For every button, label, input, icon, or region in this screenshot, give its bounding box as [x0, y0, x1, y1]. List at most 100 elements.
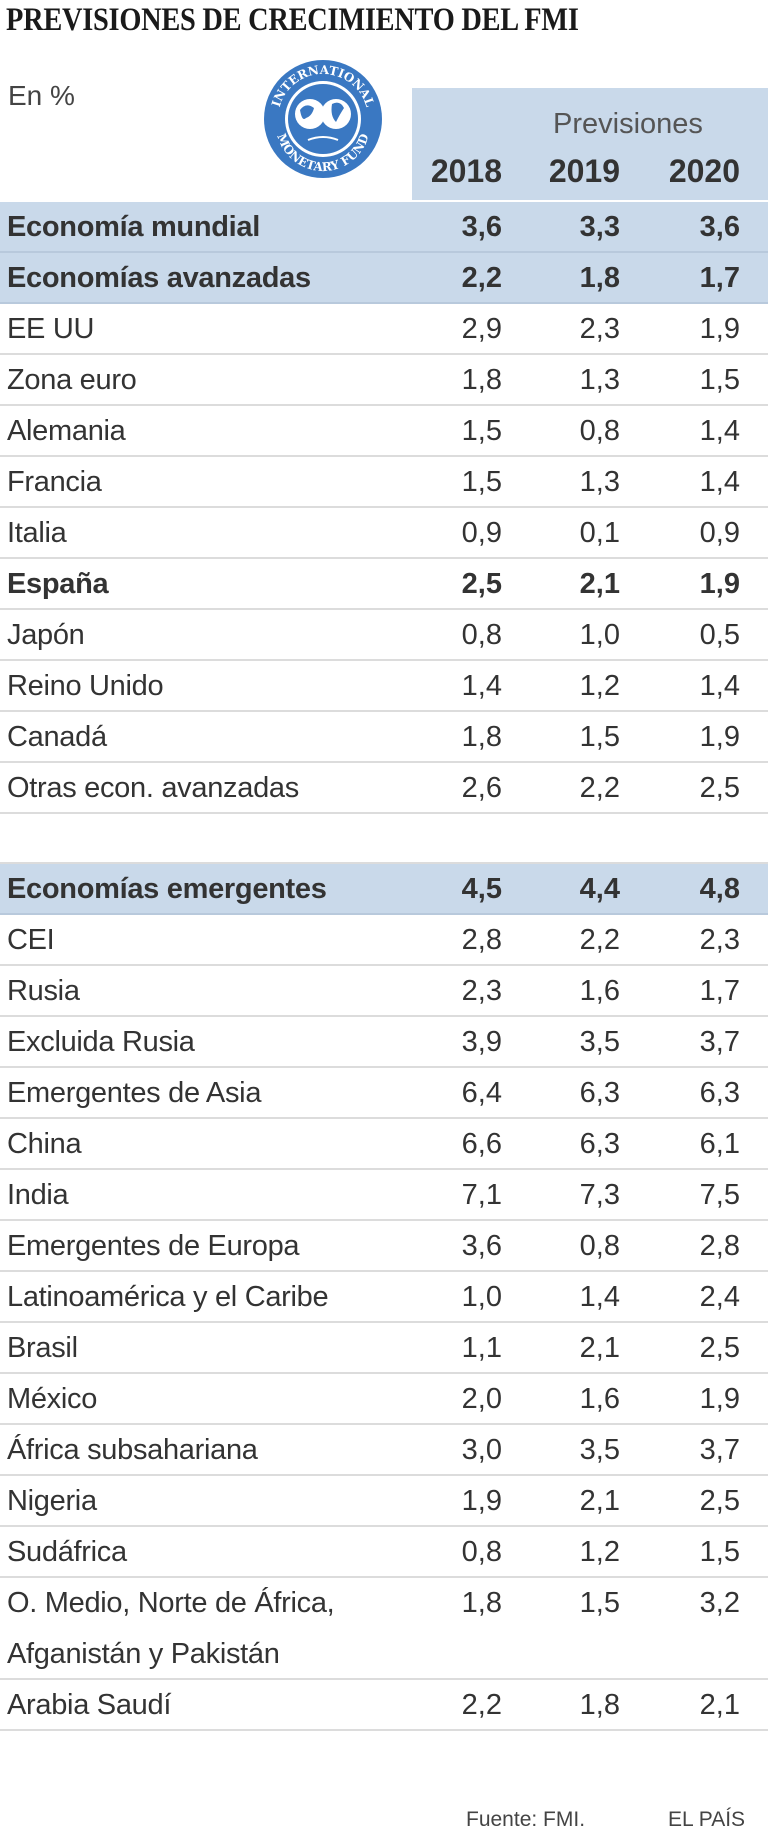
cell-value-2020: 1,9 — [699, 568, 740, 600]
row-label: Economía mundial — [7, 211, 261, 243]
cell-value-2019: 2,2 — [579, 772, 620, 804]
table-row: Sudáfrica 0,8 1,2 1,5 — [0, 1527, 768, 1578]
table-row: España 2,5 2,1 1,9 — [0, 559, 768, 610]
table-row: Japón 0,8 1,0 0,5 — [0, 610, 768, 661]
table-row: Alemania 1,5 0,8 1,4 — [0, 406, 768, 457]
cell-value-2019: 6,3 — [579, 1077, 620, 1109]
cell-value-2019: 1,3 — [579, 364, 620, 396]
header-band — [412, 88, 768, 200]
row-label: Excluida Rusia — [7, 1026, 195, 1058]
cell-value-2019: 1,6 — [579, 975, 620, 1007]
table-row: CEI 2,8 2,2 2,3 — [0, 915, 768, 966]
unit-label: En % — [8, 80, 75, 111]
cell-value-2020: 0,9 — [699, 517, 740, 549]
table-row: EE UU 2,9 2,3 1,9 — [0, 304, 768, 355]
cell-value-2018: 0,8 — [461, 1536, 502, 1568]
row-label: Latinoamérica y el Caribe — [7, 1281, 329, 1313]
cell-value-2019: 1,8 — [579, 262, 620, 294]
cell-value-2020: 2,1 — [699, 1689, 740, 1721]
column-header-2018: 2018 — [430, 153, 502, 189]
table-row: Excluida Rusia 3,9 3,5 3,7 — [0, 1017, 768, 1068]
cell-value-2020: 2,5 — [699, 772, 740, 804]
cell-value-2018: 7,1 — [461, 1179, 502, 1211]
row-label: O. Medio, Norte de África, Afganistán y … — [7, 1587, 335, 1670]
cell-value-2019: 1,0 — [579, 619, 620, 651]
row-label: Canadá — [7, 721, 107, 753]
table-row: Nigeria 1,9 2,1 2,5 — [0, 1476, 768, 1527]
header-group-label: Previsiones — [553, 108, 703, 140]
cell-value-2020: 1,7 — [699, 975, 740, 1007]
cell-value-2019: 1,6 — [579, 1383, 620, 1415]
cell-value-2019: 2,2 — [579, 924, 620, 956]
row-label: China — [7, 1128, 82, 1160]
cell-value-2018: 2,3 — [461, 975, 502, 1007]
cell-value-2020: 4,8 — [699, 873, 740, 905]
cell-value-2018: 1,9 — [461, 1485, 502, 1517]
cell-value-2018: 3,6 — [461, 211, 502, 243]
cell-value-2018: 1,8 — [461, 364, 502, 396]
cell-value-2018: 0,8 — [461, 619, 502, 651]
table-row: Emergentes de Europa 3,6 0,8 2,8 — [0, 1221, 768, 1272]
table-row: Francia 1,5 1,3 1,4 — [0, 457, 768, 508]
cell-value-2018: 1,4 — [461, 670, 502, 702]
cell-value-2020: 3,6 — [699, 211, 740, 243]
row-label: África subsahariana — [7, 1434, 258, 1466]
imf-seal-icon: INTERNATIONAL MONETARY FUND — [264, 60, 382, 178]
section-spacer — [0, 814, 768, 864]
cell-value-2020: 1,9 — [699, 313, 740, 345]
row-label: Emergentes de Europa — [7, 1230, 300, 1262]
column-header-2020: 2020 — [668, 153, 740, 189]
cell-value-2018: 2,9 — [461, 313, 502, 345]
cell-value-2019: 0,1 — [579, 517, 620, 549]
cell-value-2018: 1,8 — [461, 721, 502, 753]
row-label: México — [7, 1383, 98, 1415]
cell-value-2018: 2,2 — [461, 1689, 502, 1721]
row-label: Sudáfrica — [7, 1536, 127, 1568]
cell-value-2019: 1,5 — [579, 1587, 620, 1619]
cell-value-2020: 6,3 — [699, 1077, 740, 1109]
cell-value-2020: 1,4 — [699, 670, 740, 702]
cell-value-2018: 3,9 — [461, 1026, 502, 1058]
cell-value-2020: 2,4 — [699, 1281, 740, 1313]
cell-value-2019: 2,1 — [579, 1485, 620, 1517]
cell-value-2020: 2,5 — [699, 1485, 740, 1517]
cell-value-2020: 1,9 — [699, 721, 740, 753]
cell-value-2019: 2,1 — [579, 568, 620, 600]
table-row: Rusia 2,3 1,6 1,7 — [0, 966, 768, 1017]
cell-value-2019: 3,5 — [579, 1434, 620, 1466]
cell-value-2020: 7,5 — [699, 1179, 740, 1211]
table-row: África subsahariana 3,0 3,5 3,7 — [0, 1425, 768, 1476]
cell-value-2018: 1,1 — [461, 1332, 502, 1364]
cell-value-2020: 1,5 — [699, 1536, 740, 1568]
row-label: CEI — [7, 924, 55, 956]
cell-value-2020: 3,7 — [699, 1434, 740, 1466]
table-row: Economías avanzadas 2,2 1,8 1,7 — [0, 253, 768, 304]
table-row: Latinoamérica y el Caribe 1,0 1,4 2,4 — [0, 1272, 768, 1323]
row-label: Alemania — [7, 415, 126, 447]
cell-value-2019: 2,1 — [579, 1332, 620, 1364]
cell-value-2018: 6,6 — [461, 1128, 502, 1160]
cell-value-2019: 1,2 — [579, 1536, 620, 1568]
cell-value-2019: 1,3 — [579, 466, 620, 498]
cell-value-2019: 4,4 — [579, 873, 620, 905]
column-header-2019: 2019 — [548, 153, 620, 189]
row-label: India — [7, 1179, 69, 1211]
cell-value-2019: 3,5 — [579, 1026, 620, 1058]
row-label: Francia — [7, 466, 102, 498]
chart-title: PREVISIONES DE CRECIMIENTO DEL FMI — [6, 2, 579, 38]
table-row: Canadá 1,8 1,5 1,9 — [0, 712, 768, 763]
row-label: España — [7, 568, 109, 600]
cell-value-2018: 1,5 — [461, 415, 502, 447]
row-label: Reino Unido — [7, 670, 164, 702]
row-label: Japón — [7, 619, 85, 651]
row-label: Arabia Saudí — [7, 1689, 172, 1721]
cell-value-2020: 1,9 — [699, 1383, 740, 1415]
table-row: India 7,1 7,3 7,5 — [0, 1170, 768, 1221]
cell-value-2020: 2,3 — [699, 924, 740, 956]
row-label: Rusia — [7, 975, 80, 1007]
table-row: México 2,0 1,6 1,9 — [0, 1374, 768, 1425]
table-row: Economía mundial 3,6 3,3 3,6 — [0, 202, 768, 253]
table-row: Reino Unido 1,4 1,2 1,4 — [0, 661, 768, 712]
table-row: Economías emergentes 4,5 4,4 4,8 — [0, 864, 768, 915]
table-row: O. Medio, Norte de África, Afganistán y … — [0, 1578, 768, 1680]
